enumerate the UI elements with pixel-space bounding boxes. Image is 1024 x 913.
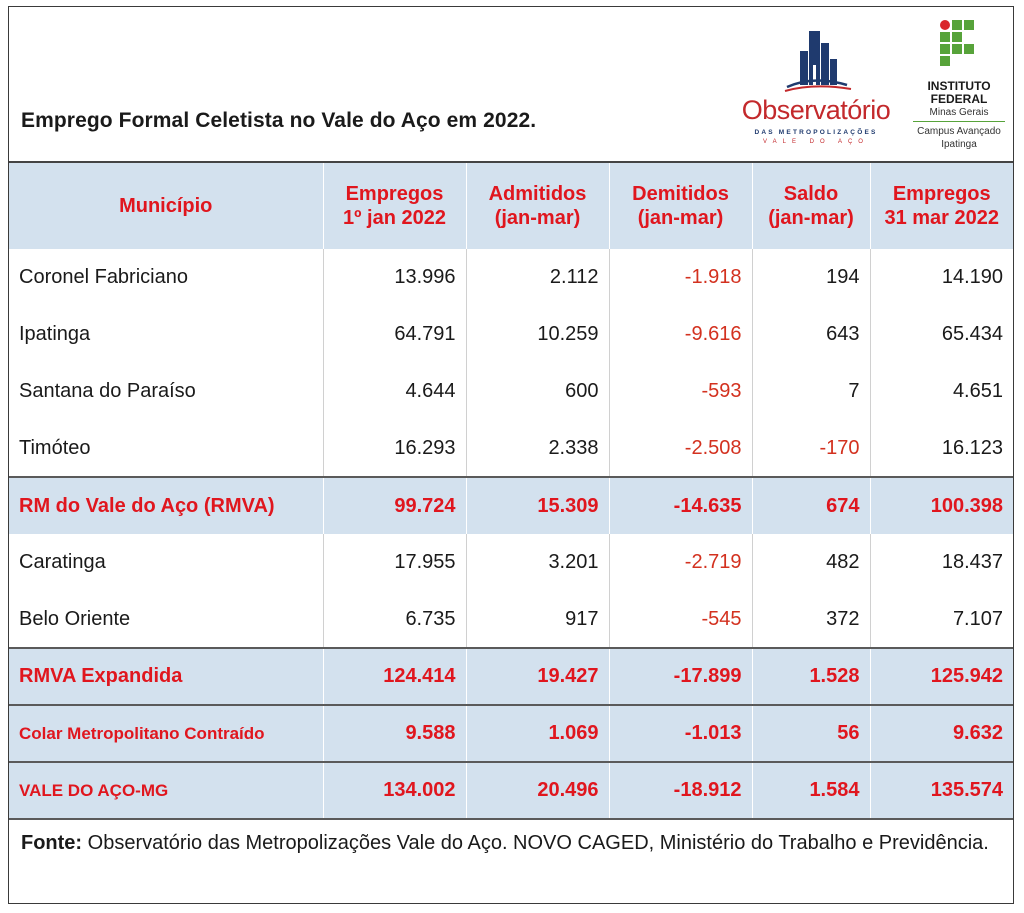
header: Emprego Formal Celetista no Vale do Aço … bbox=[9, 7, 1013, 161]
if-state: Minas Gerais bbox=[929, 107, 989, 118]
empregos-jan-cell: 134.002 bbox=[322, 761, 466, 820]
empregos-mar-cell: 4.651 bbox=[869, 363, 1013, 420]
if-city: Ipatinga bbox=[941, 139, 977, 150]
demitidos-cell: -18.912 bbox=[608, 761, 752, 820]
aggregate-row: Colar Metropolitano Contraído 9.588 1.06… bbox=[9, 704, 1013, 762]
instituto-federal-logo: INSTITUTO FEDERAL Minas Gerais Campus Av… bbox=[907, 15, 1011, 161]
municipio-cell: Ipatinga bbox=[19, 323, 91, 345]
demitidos-cell: -14.635 bbox=[608, 476, 752, 534]
admitidos-cell: 600 bbox=[465, 363, 609, 420]
saldo-cell: 643 bbox=[751, 306, 870, 363]
table-row: Timóteo 16.293 2.338 -2.508 -170 16.123 bbox=[9, 420, 1013, 477]
municipio-cell: Belo Oriente bbox=[19, 607, 131, 630]
saldo-cell: 56 bbox=[751, 704, 870, 762]
saldo-cell: 194 bbox=[751, 249, 870, 306]
admitidos-cell: 917 bbox=[465, 591, 609, 648]
demitidos-cell: -17.899 bbox=[608, 647, 752, 705]
empregos-mar-cell: 18.437 bbox=[869, 534, 1013, 591]
empregos-jan-cell: 9.588 bbox=[322, 704, 466, 762]
admitidos-cell: 15.309 bbox=[465, 476, 609, 534]
aggregate-row: RMVA Expandida 124.414 19.427 -17.899 1.… bbox=[9, 647, 1013, 705]
empregos-mar-cell: 135.574 bbox=[869, 761, 1013, 820]
saldo-cell: -170 bbox=[751, 420, 870, 477]
observatorio-region: VALE DO AÇO bbox=[763, 139, 869, 145]
instituto-federal-grid-icon bbox=[940, 20, 974, 66]
empregos-mar-cell: 125.942 bbox=[869, 647, 1013, 705]
header-municipio: Município bbox=[9, 161, 323, 249]
demitidos-cell: -2.719 bbox=[608, 534, 752, 591]
saldo-cell: 482 bbox=[751, 534, 870, 591]
demitidos-cell: -2.508 bbox=[608, 420, 752, 477]
observatorio-subtitle: DAS METROPOLIZAÇÕES bbox=[754, 129, 878, 136]
admitidos-cell: 1.069 bbox=[465, 704, 609, 762]
empregos-mar-cell: 9.632 bbox=[869, 704, 1013, 762]
if-name-line1: INSTITUTO bbox=[927, 79, 991, 93]
demitidos-cell: -9.616 bbox=[608, 306, 752, 363]
header-demitidos: Demitidos (jan-mar) bbox=[608, 161, 752, 249]
employment-table: Município Empregos 1º jan 2022 Admitidos(… bbox=[9, 161, 1013, 820]
empregos-jan-cell: 99.724 bbox=[322, 476, 466, 534]
observatorio-wordmark: Observatório bbox=[741, 95, 891, 125]
empregos-mar-cell: 65.434 bbox=[869, 306, 1013, 363]
header-empregos-mar: Empregos 31 mar 2022 bbox=[869, 161, 1013, 249]
header-saldo: Saldo (jan-mar) bbox=[751, 161, 870, 249]
empregos-jan-cell: 64.791 bbox=[322, 306, 466, 363]
municipio-cell: Coronel Fabriciano bbox=[19, 266, 188, 288]
table-row: Santana do Paraíso 4.644 600 -593 7 4.65… bbox=[9, 363, 1013, 420]
if-divider bbox=[913, 121, 1005, 122]
municipio-cell: RM do Vale do Aço (RMVA) bbox=[9, 476, 323, 534]
empregos-jan-cell: 13.996 bbox=[322, 249, 466, 306]
empregos-jan-cell: 17.955 bbox=[322, 534, 466, 591]
municipio-cell: Colar Metropolitano Contraído bbox=[9, 704, 323, 762]
municipio-cell: Timóteo bbox=[19, 436, 91, 459]
if-name-line2: FEDERAL bbox=[930, 92, 988, 106]
municipio-cell: RMVA Expandida bbox=[9, 647, 323, 705]
saldo-cell: 372 bbox=[751, 591, 870, 648]
demitidos-cell: -545 bbox=[608, 591, 752, 648]
table-header-row: Município Empregos 1º jan 2022 Admitidos(… bbox=[9, 161, 1013, 249]
admitidos-cell: 2.338 bbox=[465, 420, 609, 477]
empregos-mar-cell: 16.123 bbox=[869, 420, 1013, 477]
document-frame: Emprego Formal Celetista no Vale do Aço … bbox=[8, 6, 1014, 904]
saldo-cell: 1.528 bbox=[751, 647, 870, 705]
table-row: Ipatinga 64.791 10.259 -9.616 643 65.434 bbox=[9, 306, 1013, 363]
admitidos-cell: 20.496 bbox=[465, 761, 609, 820]
header-admitidos: Admitidos (jan-mar) bbox=[465, 161, 609, 249]
saldo-cell: 7 bbox=[751, 363, 870, 420]
admitidos-cell: 10.259 bbox=[465, 306, 609, 363]
admitidos-cell: 2.112 bbox=[465, 249, 609, 306]
empregos-jan-cell: 6.735 bbox=[322, 591, 466, 648]
source-text: Observatório das Metropolizações Vale do… bbox=[82, 832, 989, 854]
empregos-mar-cell: 7.107 bbox=[869, 591, 1013, 648]
source-note: Fonte: Observatório das Metropolizações … bbox=[21, 825, 1005, 861]
empregos-mar-cell: 100.398 bbox=[869, 476, 1013, 534]
header-empregos-jan: Empregos 1º jan 2022 bbox=[322, 161, 466, 249]
empregos-jan-cell: 4.644 bbox=[322, 363, 466, 420]
municipio-cell: Caratinga bbox=[19, 551, 106, 573]
empregos-mar-cell: 14.190 bbox=[869, 249, 1013, 306]
municipio-cell: Santana do Paraíso bbox=[19, 380, 196, 402]
municipio-cell: VALE DO AÇO-MG bbox=[9, 761, 323, 820]
observatorio-logo: Observatório DAS METROPOLIZAÇÕES VALE DO… bbox=[729, 25, 899, 155]
saldo-cell: 1.584 bbox=[751, 761, 870, 820]
if-campus: Campus Avançado bbox=[917, 126, 1001, 137]
aggregate-row: VALE DO AÇO-MG 134.002 20.496 -18.912 1.… bbox=[9, 761, 1013, 820]
empregos-jan-cell: 124.414 bbox=[322, 647, 466, 705]
empregos-jan-cell: 16.293 bbox=[322, 420, 466, 477]
table-row: Belo Oriente 6.735 917 -545 372 7.107 bbox=[9, 591, 1013, 648]
source-label: Fonte: bbox=[21, 832, 83, 854]
admitidos-cell: 19.427 bbox=[465, 647, 609, 705]
demitidos-cell: -593 bbox=[608, 363, 752, 420]
demitidos-cell: -1.918 bbox=[608, 249, 752, 306]
table-row: Caratinga 17.955 3.201 -2.719 482 18.437 bbox=[9, 534, 1013, 591]
admitidos-cell: 3.201 bbox=[465, 534, 609, 591]
table-row: Coronel Fabriciano 13.996 2.112 -1.918 1… bbox=[9, 249, 1013, 306]
demitidos-cell: -1.013 bbox=[608, 704, 752, 762]
city-skyline-icon bbox=[784, 31, 852, 92]
aggregate-row: RM do Vale do Aço (RMVA) 99.724 15.309 -… bbox=[9, 476, 1013, 534]
document-title: Emprego Formal Celetista no Vale do Aço … bbox=[21, 109, 537, 132]
saldo-cell: 674 bbox=[751, 476, 870, 534]
